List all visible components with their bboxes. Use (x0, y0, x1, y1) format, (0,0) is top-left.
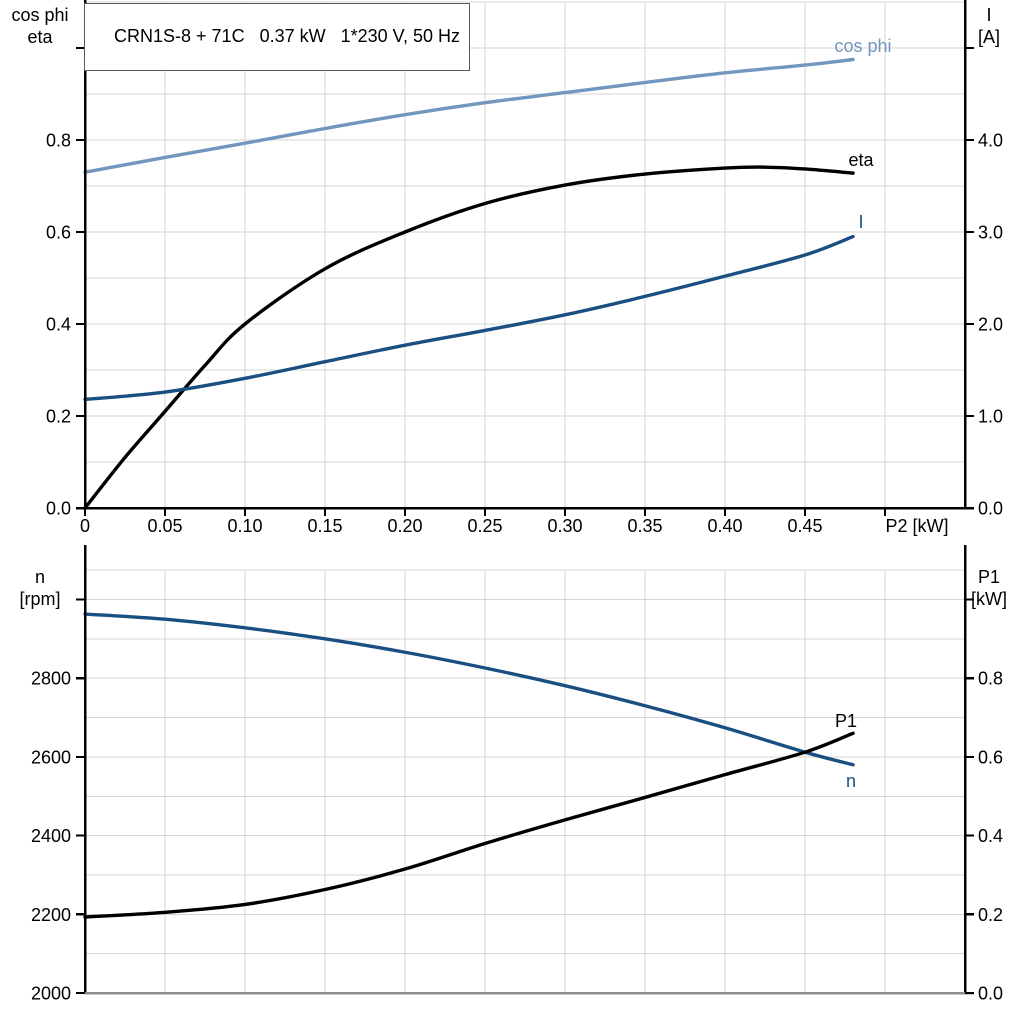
motor-electrical-curves-left-tick-label: 0.2 (46, 407, 71, 427)
chart-title-box: CRN1S-8 + 71C 0.37 kW 1*230 V, 50 Hz (84, 3, 471, 71)
speed-power-curves-left-tick-label: 2200 (31, 905, 71, 925)
speed-power-curves-right-tick-label: 0.4 (978, 826, 1003, 846)
motor-electrical-curves-label-I: I (858, 212, 863, 232)
motor-electrical-curves-x-tick-label: 0.05 (147, 516, 182, 536)
p1-axis-unit: [kW] (971, 589, 1007, 609)
motor-electrical-curves-label-eta: eta (848, 150, 874, 170)
eta-axis-label: eta (27, 27, 53, 47)
speed-power-curves-left-tick-label: 2800 (31, 669, 71, 689)
motor-electrical-curves-series-eta (83, 165, 855, 510)
motor-electrical-curves-right-tick-label: 3.0 (978, 223, 1003, 243)
motor-electrical-curves-x-tick-label: 0.45 (787, 516, 822, 536)
speed-power-curves-right-tick-label: 0.8 (978, 669, 1003, 689)
motor-electrical-curves-x-tick-label: 0.30 (547, 516, 582, 536)
right-axis-header-bottom-chart: P1 [kW] (964, 566, 1014, 610)
speed-axis-unit: [rpm] (19, 589, 61, 609)
motor-electrical-curves-left-tick-label: 0.4 (46, 315, 71, 335)
motor-electrical-curves-left-tick-label: 0.6 (46, 223, 71, 243)
motor-electrical-curves-x-tick-label: 0.35 (627, 516, 662, 536)
motor-electrical-curves-x-tick-label: 0.40 (707, 516, 742, 536)
p1-axis-label: P1 (977, 567, 1001, 587)
motor-electrical-curves-right-tick-label: 2.0 (978, 315, 1003, 335)
current-axis-unit: [A] (977, 27, 1000, 47)
speed-power-curves-right-tick-label: 0.6 (978, 747, 1003, 767)
motor-electrical-curves-series-I (83, 234, 855, 402)
motor-electrical-curves-x-tick-label: 0.25 (467, 516, 502, 536)
motor-electrical-curves-x-tick-label: 0 (80, 516, 90, 536)
chart-title: CRN1S-8 + 71C 0.37 kW 1*230 V, 50 Hz (114, 26, 461, 46)
motor-electrical-curves-right-tick-label: 0.0 (978, 499, 1003, 519)
speed-power-curves-series-n (83, 612, 855, 767)
motor-electrical-curves-left-tick-label: 0.0 (46, 499, 71, 519)
motor-electrical-curves-series-cos-phi (83, 57, 855, 174)
current-axis-label: I (986, 5, 992, 25)
speed-power-curves-left-tick-label: 2600 (31, 747, 71, 767)
speed-power-curves-label-P1: P1 (835, 711, 857, 731)
left-axis-header-top-chart: cos phi eta (0, 4, 80, 48)
speed-power-curves-right-tick-label: 0.2 (978, 905, 1003, 925)
motor-electrical-curves-right-tick-label: 4.0 (978, 131, 1003, 151)
cos-phi-axis-label: cos phi (11, 5, 69, 25)
speed-power-curves-label-n: n (846, 771, 856, 791)
right-axis-header-top-chart: I [A] (964, 4, 1014, 48)
motor-electrical-curves-x-tick-label: 0.15 (307, 516, 342, 536)
motor-electrical-curves-xlabel: P2 [kW] (885, 516, 948, 536)
motor-electrical-curves-x-tick-label: 0.10 (227, 516, 262, 536)
motor-electrical-curves-left-tick-label: 0.8 (46, 131, 71, 151)
speed-power-curves-left-tick-label: 2000 (31, 984, 71, 1004)
motor-electrical-curves-x-tick-label: 0.20 (387, 516, 422, 536)
speed-power-curves-left-tick-label: 2400 (31, 826, 71, 846)
speed-power-curves-series-P1 (83, 731, 855, 919)
speed-axis-label: n (34, 567, 45, 587)
left-axis-header-bottom-chart: n [rpm] (0, 566, 80, 610)
motor-electrical-curves-right-tick-label: 1.0 (978, 407, 1003, 427)
motor-electrical-curves-label-cos-phi: cos phi (834, 36, 891, 56)
speed-power-curves-right-tick-label: 0.0 (978, 984, 1003, 1004)
